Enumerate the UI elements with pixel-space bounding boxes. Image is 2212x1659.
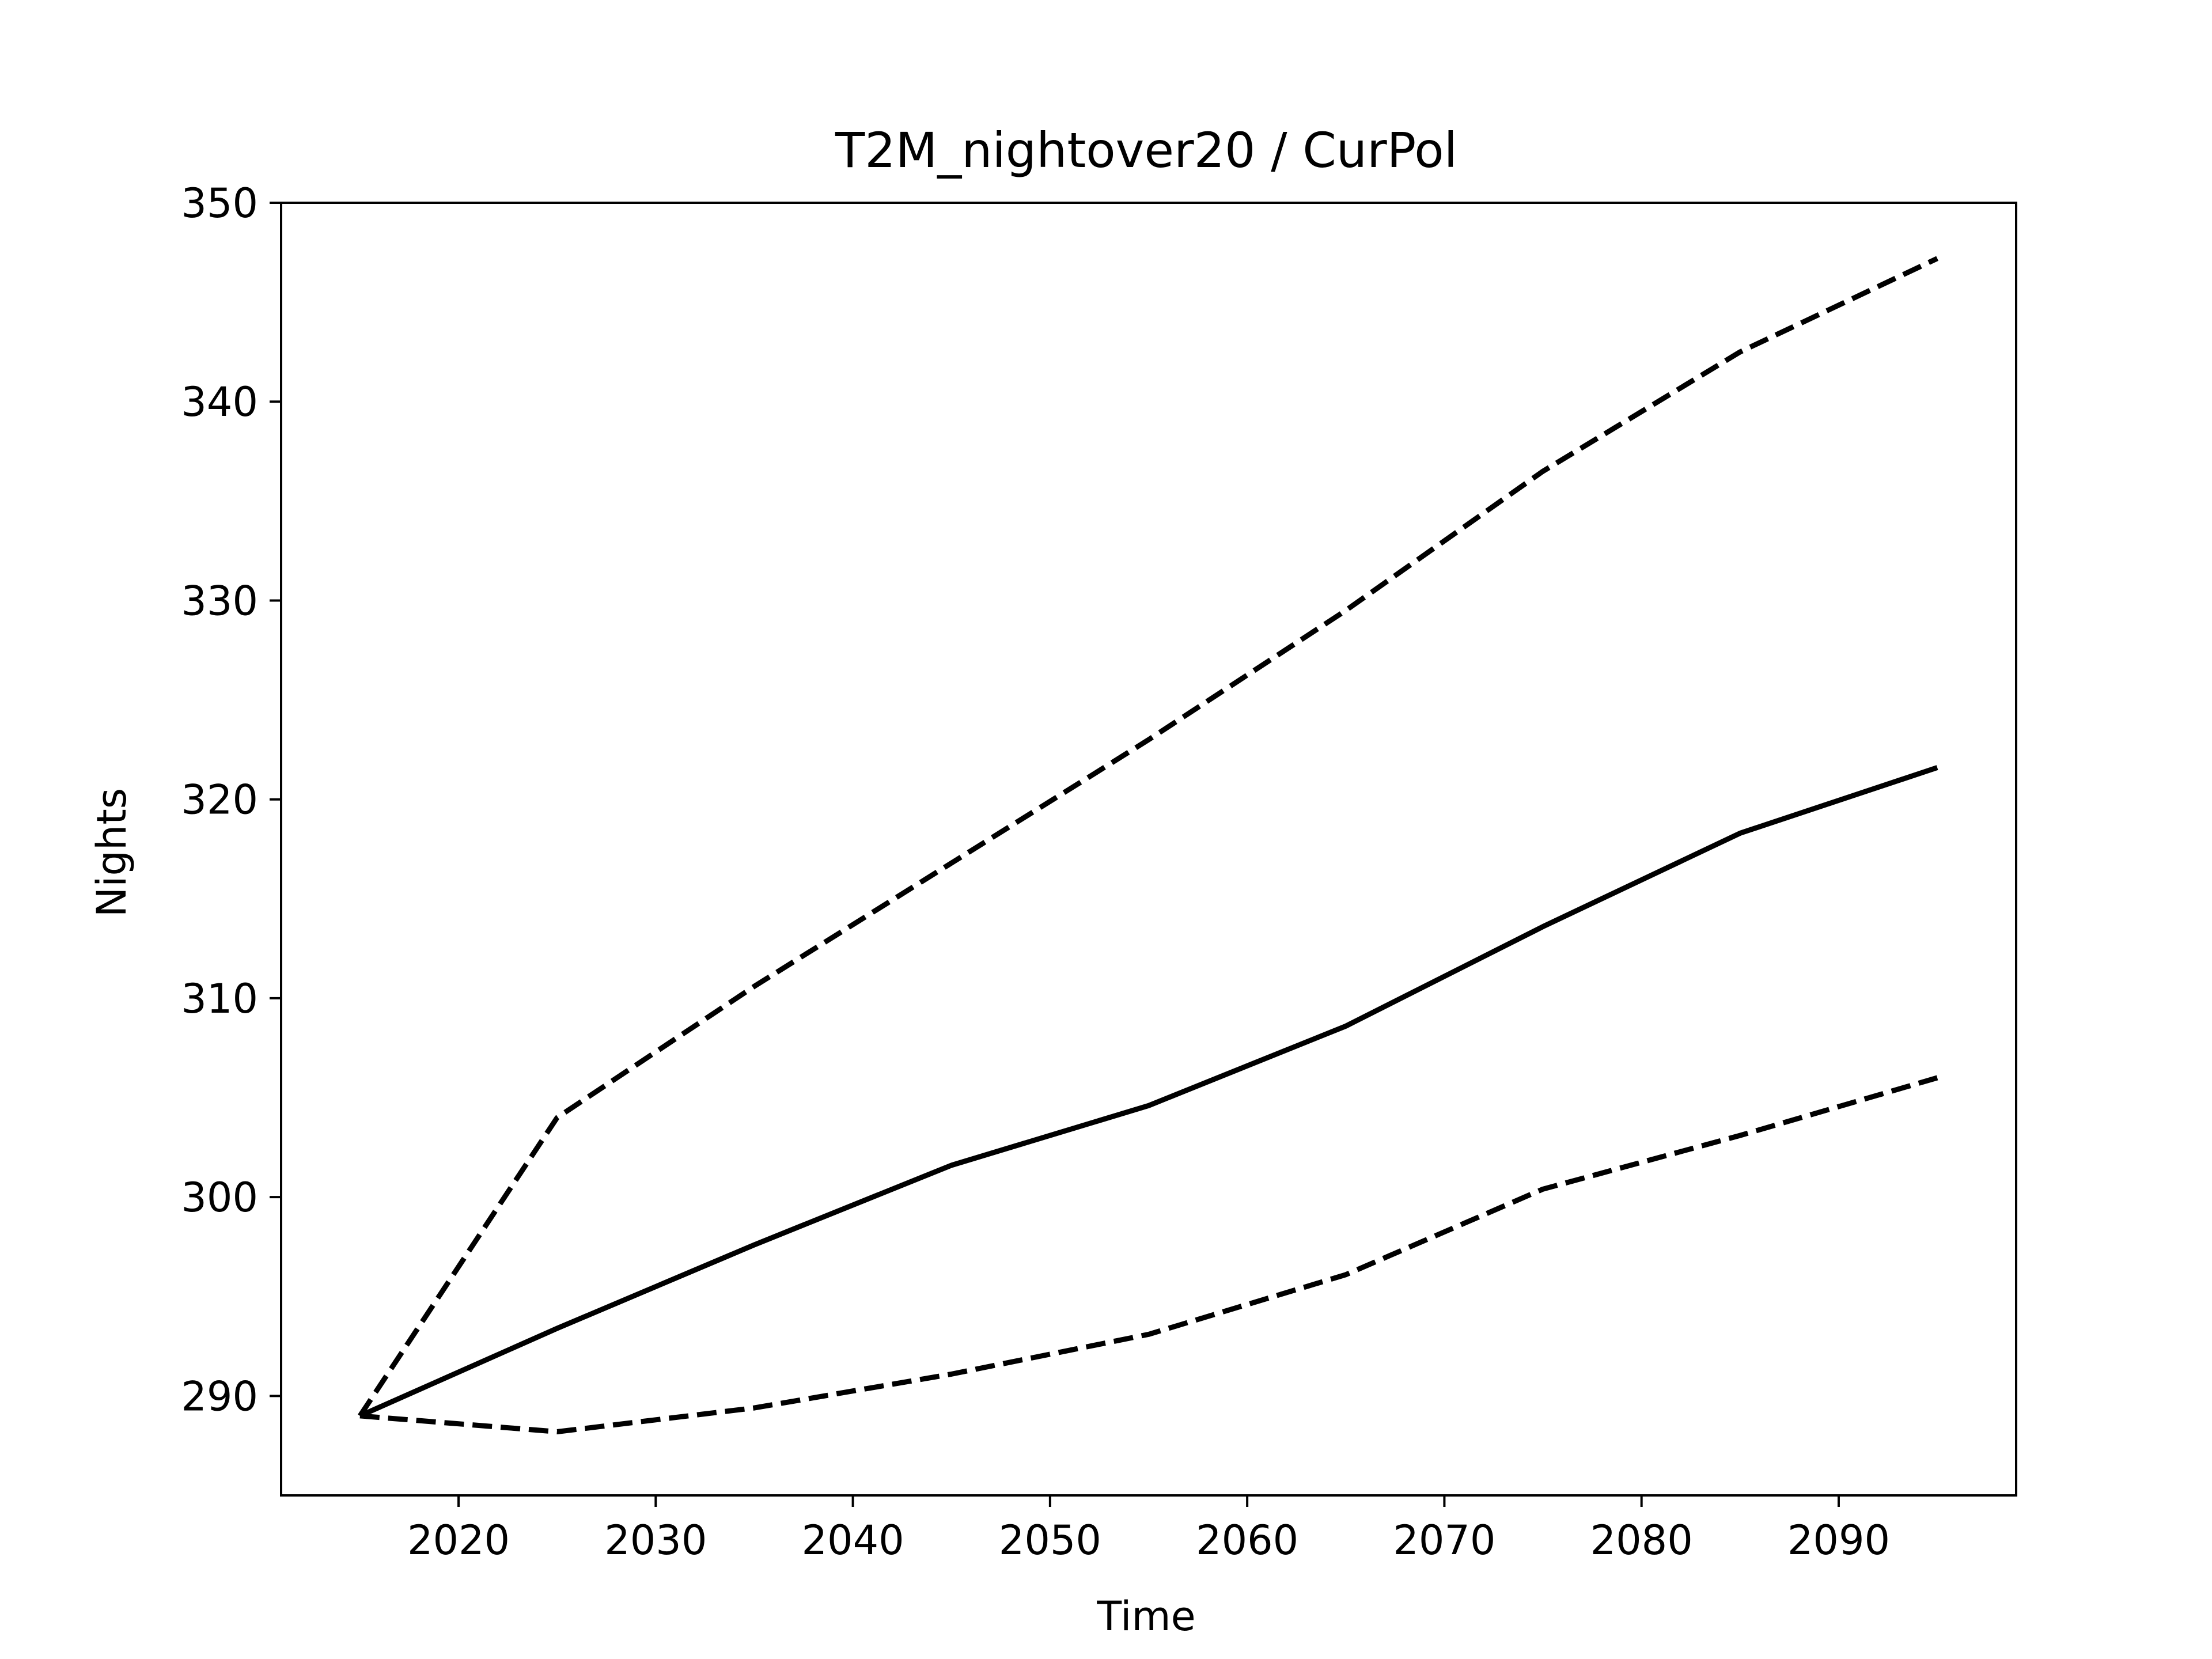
y-tick-label: 340 — [181, 378, 258, 426]
y-tick-label: 290 — [181, 1373, 258, 1420]
plot-frame — [280, 202, 2017, 1497]
y-tick-label: 300 — [181, 1174, 258, 1221]
x-axis-label: Time — [1096, 1593, 1195, 1640]
x-tick-label: 2060 — [1196, 1517, 1298, 1564]
x-tick-label: 2070 — [1393, 1517, 1495, 1564]
y-tick-label: 320 — [181, 777, 258, 824]
lower-bound-series-line — [359, 1075, 1938, 1434]
y-tick-label: 310 — [181, 975, 258, 1022]
x-tick-label: 2080 — [1590, 1517, 1693, 1564]
x-tick-label: 2050 — [999, 1517, 1101, 1564]
series-layer — [358, 256, 1939, 1434]
y-axis-label: Nights — [88, 788, 135, 918]
chart-title: T2M_nightover20 / CurPol — [835, 122, 1457, 179]
median-series-line — [359, 765, 1938, 1419]
y-axis: 290 300 310 320 330 340 350 — [181, 180, 281, 1420]
upper-bound-series-line — [358, 256, 1939, 1418]
y-tick-label: 330 — [181, 577, 258, 624]
x-axis: 2020 2030 2040 2050 2060 2070 2080 2090 — [407, 1495, 1890, 1564]
x-tick-label: 2020 — [407, 1517, 510, 1564]
y-tick-label: 350 — [181, 180, 258, 227]
x-tick-label: 2030 — [604, 1517, 707, 1564]
plot-area — [280, 202, 2017, 1497]
x-tick-label: 2040 — [802, 1517, 904, 1564]
x-tick-label: 2090 — [1787, 1517, 1890, 1564]
